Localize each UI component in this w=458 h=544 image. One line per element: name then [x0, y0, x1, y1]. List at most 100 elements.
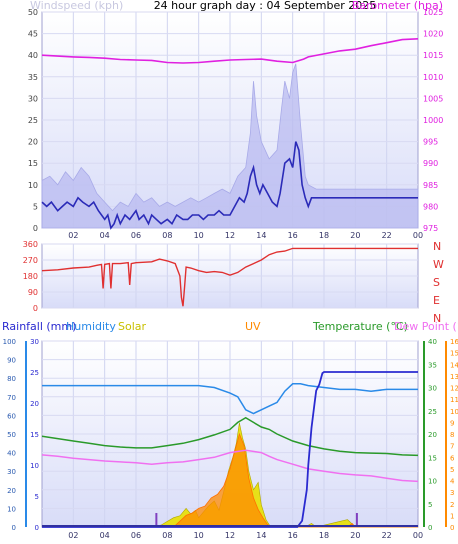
tick-label-uv: 3 [450, 489, 454, 497]
tick-label-hour: 06 [131, 531, 141, 540]
tick-label-temperature: 0 [428, 524, 432, 532]
tick-label-barometer: 1005 [423, 94, 443, 103]
tick-label-barometer: 990 [423, 159, 438, 168]
label-temperature: Temperature (°C) [312, 320, 408, 333]
left-axis-label-wind: Windspeed (kph) [30, 0, 123, 12]
tick-label-uv: 5 [450, 466, 454, 474]
tick-label-barometer: 1025 [423, 8, 443, 17]
tick-label-hour: 04 [100, 531, 110, 540]
compass-label: S [433, 276, 440, 289]
tick-label-hour: 20 [350, 231, 360, 240]
tick-label-windspeed: 30 [28, 94, 38, 103]
tick-label-windspeed: 0 [33, 224, 38, 233]
tick-label-hour: 18 [319, 231, 329, 240]
tick-label-hour: 12 [225, 531, 235, 540]
tick-label-hour: 08 [162, 531, 172, 540]
panel-wind-axes: 0510152025303540455097598098599099510001… [28, 8, 444, 240]
tick-label-uv: 4 [450, 478, 455, 486]
tick-label-windspeed: 25 [28, 116, 38, 125]
tick-label-humidity: 60 [7, 412, 16, 420]
tick-label-rainfall: 25 [30, 369, 39, 377]
compass-label: W [433, 258, 444, 271]
tick-label-hour: 02 [68, 231, 78, 240]
tick-label-humidity: 30 [7, 468, 16, 476]
tick-label-direction: 90 [28, 288, 38, 297]
tick-label-direction: 0 [33, 304, 38, 313]
tick-label-direction: 270 [23, 256, 38, 265]
tick-label-uv: 12 [450, 385, 458, 393]
tick-label-hour: 10 [194, 231, 204, 240]
tick-label-direction: 360 [23, 240, 38, 249]
tick-label-hour: 18 [319, 531, 329, 540]
tick-label-windspeed: 15 [28, 159, 38, 168]
tick-label-temperature: 25 [428, 408, 437, 416]
tick-label-uv: 2 [450, 501, 454, 509]
tick-label-hour: 16 [288, 231, 298, 240]
tick-label-uv: 8 [450, 431, 454, 439]
tick-label-hour: 10 [194, 531, 204, 540]
tick-label-barometer: 1020 [423, 30, 443, 39]
tick-label-hour: 16 [288, 531, 298, 540]
tick-label-uv: 9 [450, 419, 454, 427]
label-uv: UV [245, 320, 261, 333]
tick-label-windspeed: 45 [28, 30, 38, 39]
tick-label-temperature: 35 [428, 361, 437, 369]
panel-direction-marks [41, 247, 418, 307]
tick-label-hour: 00 [413, 231, 423, 240]
tick-label-rainfall: 30 [30, 338, 39, 346]
tick-label-hour: 00 [413, 531, 423, 540]
tick-label-rainfall: 5 [35, 493, 39, 501]
panel-rain-temp: 0102030405060708090100051015202530051015… [3, 338, 458, 540]
tick-label-windspeed: 20 [28, 138, 38, 147]
tick-label-humidity: 20 [7, 487, 16, 495]
tick-label-barometer: 1015 [423, 51, 443, 60]
tick-label-temperature: 5 [428, 501, 432, 509]
tick-label-hour: 02 [68, 531, 78, 540]
series-temperature [41, 416, 419, 457]
tick-label-humidity: 40 [7, 450, 16, 458]
right-axis-label-barometer: Barometer (hpa) [352, 0, 443, 12]
series-windspeed [41, 141, 418, 230]
label-humidity: Humidity [66, 320, 116, 333]
compass-label: N [433, 312, 441, 325]
tick-label-uv: 10 [450, 408, 458, 416]
panel-rain-marks [41, 371, 419, 528]
tick-label-humidity: 0 [12, 524, 16, 532]
label-rainfall: Rainfall (mm) [2, 320, 76, 333]
tick-label-windspeed: 40 [28, 51, 38, 60]
tick-label-hour: 06 [131, 231, 141, 240]
tick-label-hour: 14 [256, 231, 266, 240]
tick-label-hour: 22 [382, 231, 392, 240]
label-solar: Solar [118, 320, 147, 333]
series-wind-direction [41, 247, 418, 307]
tick-label-humidity: 10 [7, 505, 16, 513]
tick-label-uv: 7 [450, 443, 454, 451]
tick-label-barometer: 995 [423, 138, 438, 147]
series-wind-gust [41, 63, 419, 229]
tick-label-humidity: 100 [3, 338, 16, 346]
tick-label-humidity: 80 [7, 375, 16, 383]
tick-label-windspeed: 35 [28, 73, 38, 82]
compass-label: E [433, 294, 440, 307]
tick-label-rainfall: 20 [30, 400, 39, 408]
tick-label-hour: 04 [100, 231, 110, 240]
tick-label-rainfall: 15 [30, 431, 39, 439]
tick-label-barometer: 1000 [423, 116, 443, 125]
tick-label-windspeed: 50 [28, 8, 38, 17]
tick-label-humidity: 90 [7, 357, 16, 365]
tick-label-hour: 14 [256, 531, 266, 540]
tick-label-hour: 20 [350, 531, 360, 540]
tick-label-uv: 13 [450, 373, 458, 381]
series-rainfall [42, 371, 418, 528]
tick-label-direction: 180 [23, 272, 38, 281]
compass-label: N [433, 240, 441, 253]
label-dewpoint: Dew Point (°C) [394, 320, 458, 333]
tick-label-uv: 16 [450, 338, 458, 346]
tick-label-uv: 0 [450, 524, 454, 532]
tick-label-temperature: 40 [428, 338, 437, 346]
tick-label-temperature: 10 [428, 478, 437, 486]
panel-rain-axes: 0102030405060708090100051015202530051015… [3, 338, 458, 540]
